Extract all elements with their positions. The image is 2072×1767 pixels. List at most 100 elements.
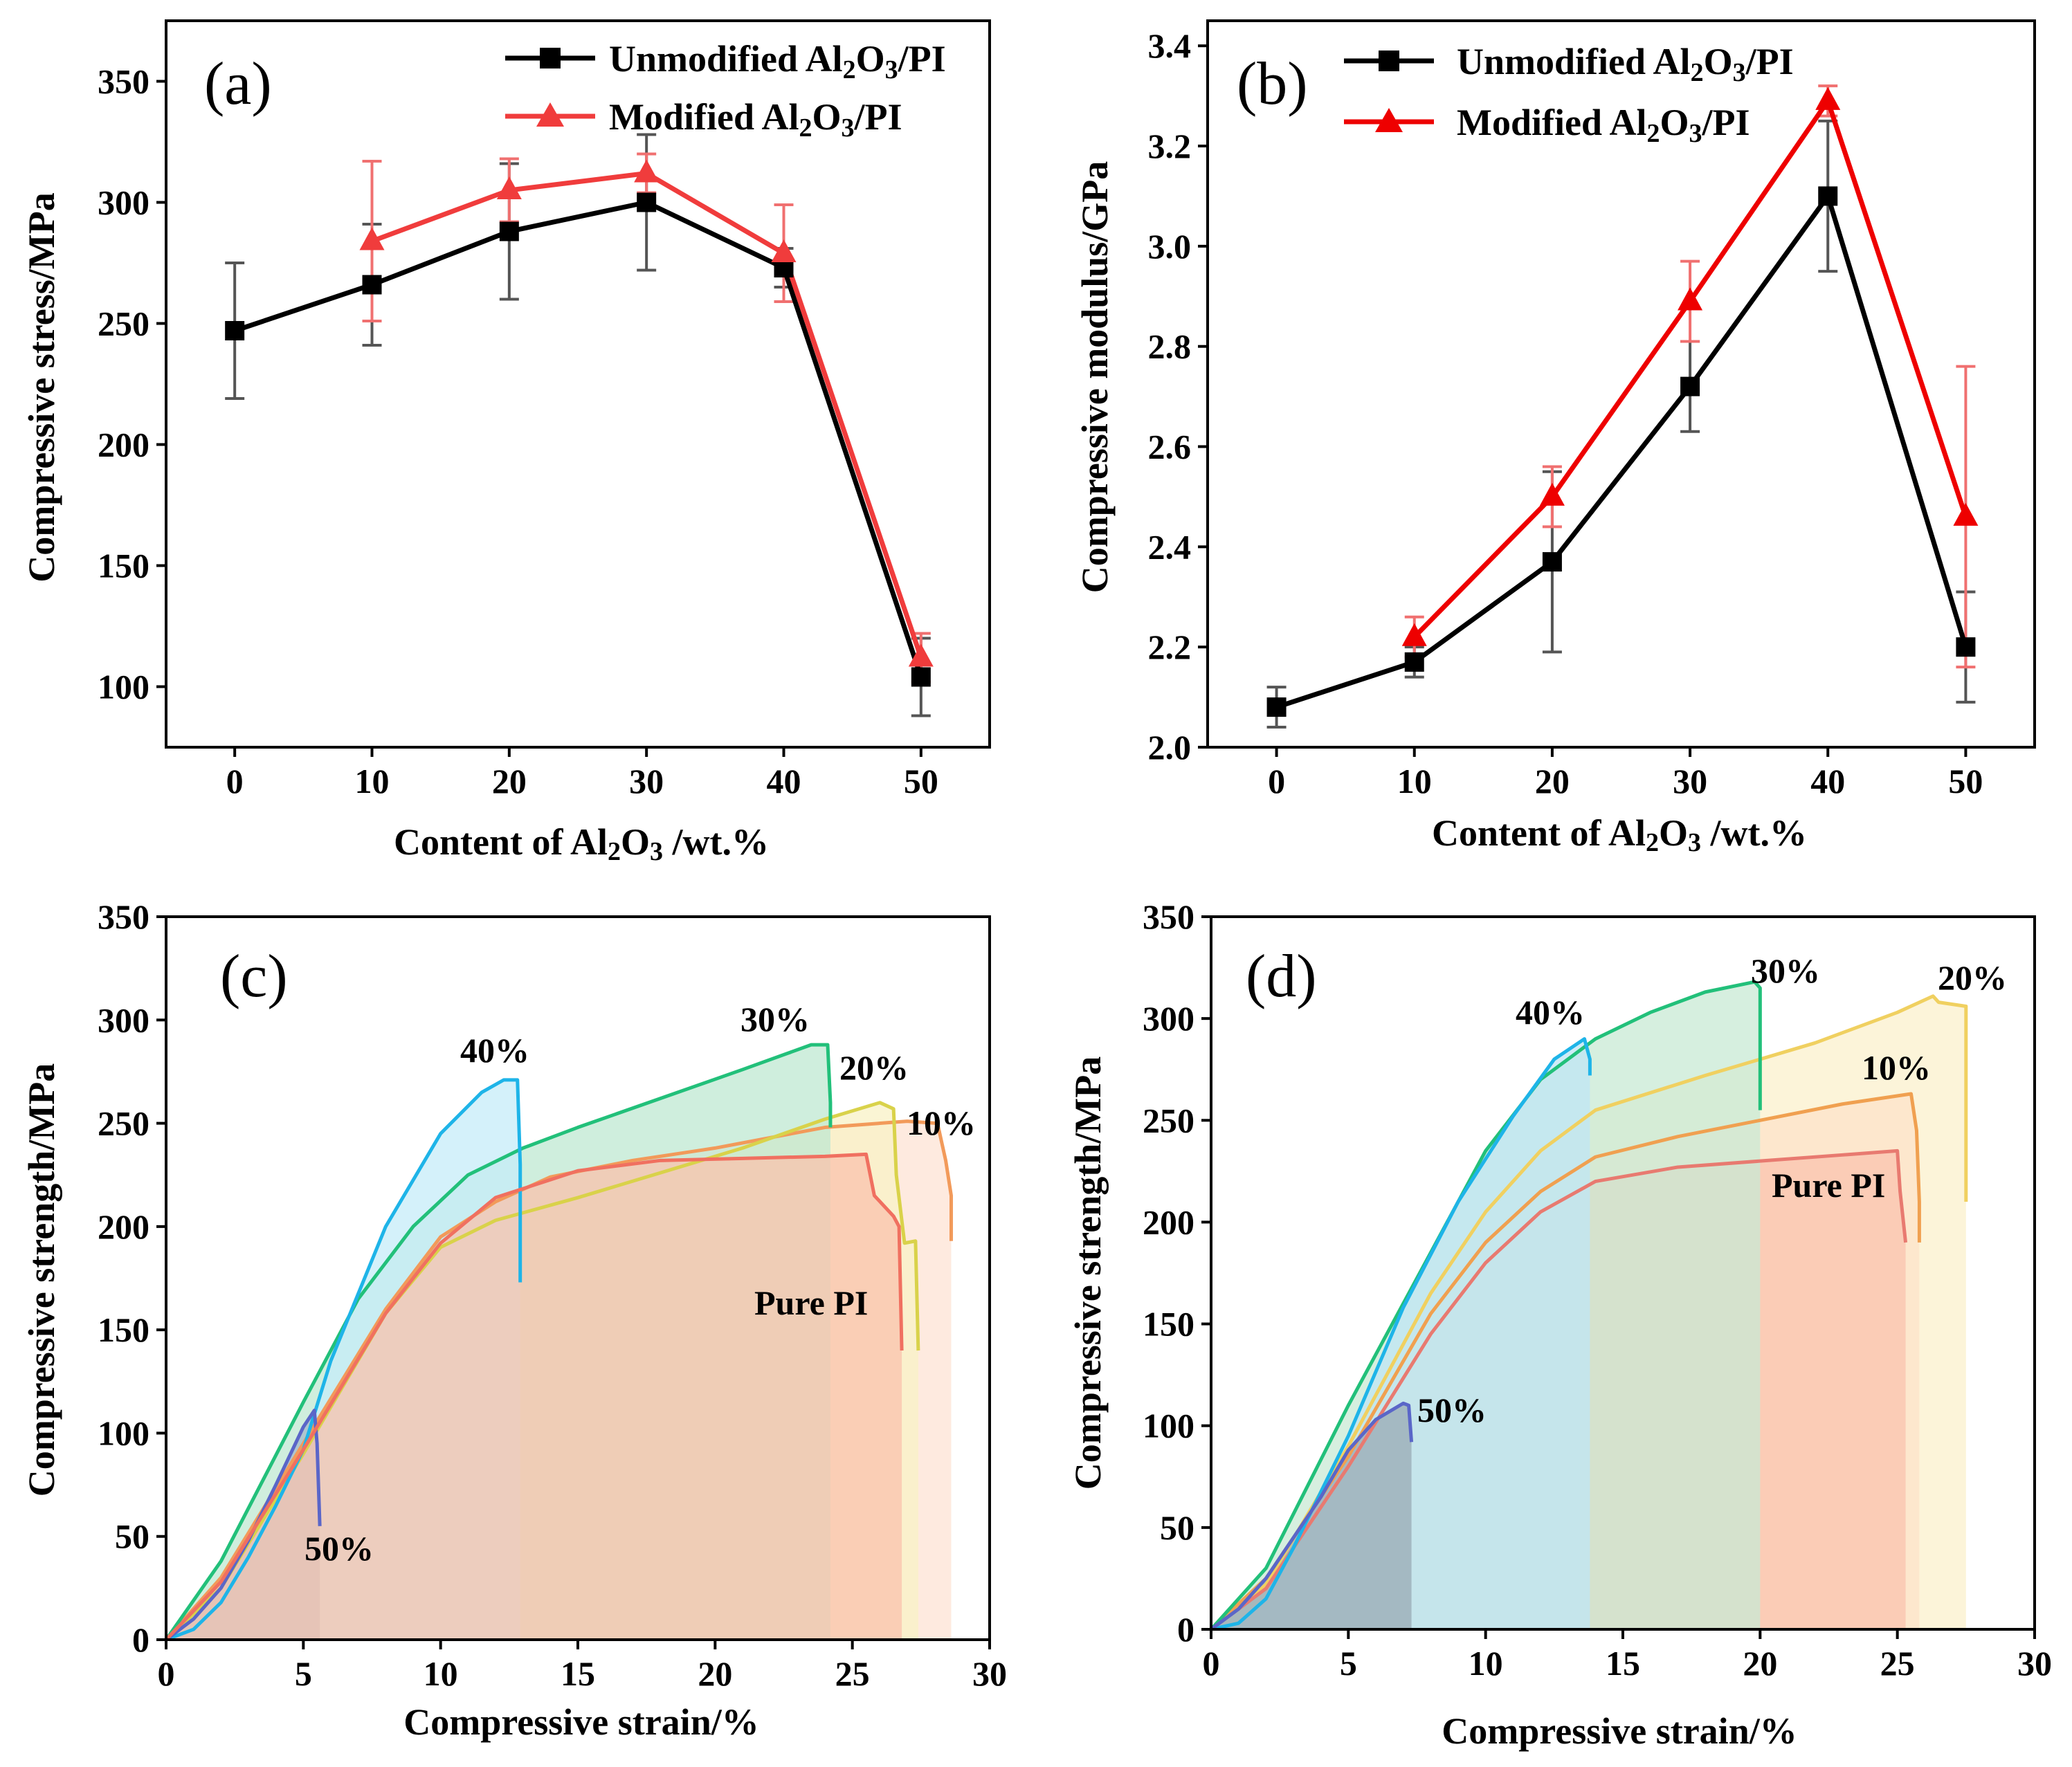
y-tick-label: 350 [98,897,149,936]
panel-d-areas [1211,982,1966,1629]
panel-c-areas [166,1045,952,1640]
curve-label: 50% [305,1529,374,1568]
data-point [1542,552,1562,572]
x-tick-label: 5 [1340,1644,1357,1683]
series-curve [1210,1148,1908,1631]
y-tick-label: 100 [1143,1407,1194,1445]
data-point [1404,652,1424,672]
data-point [634,159,660,183]
y-tick-label: 2.8 [1148,327,1192,366]
panel-b-lines [1275,98,1968,710]
y-tick-label: 50 [115,1517,149,1556]
data-point [911,667,931,687]
y-tick-label: 2.6 [1148,428,1192,466]
panel-b-legend-label-unmodified: Unmodified Al2O3/PI [1457,41,1794,87]
y-tick-label: 350 [1143,897,1194,936]
panel-c-curve-labels: 10% 20% 30% 40% 50% Pure PI [305,1000,976,1568]
data-point [1401,623,1427,646]
panel-a-lines [234,171,924,678]
x-tick-label: 25 [835,1654,870,1693]
series-curve [1210,1037,1592,1631]
panel-a-legend-label-modified: Modified Al2O3/PI [609,96,902,143]
x-tick-label: 50 [904,762,938,800]
series-line [234,200,924,678]
data-point [637,192,657,212]
series-curve [164,1043,833,1641]
x-tick-label: 30 [1673,762,1707,800]
y-tick-label: 0 [1177,1610,1194,1649]
y-tick-label: 300 [1143,999,1194,1038]
y-tick-label: 0 [132,1620,149,1659]
data-point [499,221,519,241]
series-curve [165,1152,904,1641]
y-tick-label: 3.0 [1148,227,1192,266]
y-tick-label: 350 [98,62,149,101]
data-point [359,227,385,250]
y-tick-label: 250 [98,304,149,343]
x-tick-label: 0 [158,1654,175,1693]
y-tick-label: 200 [1143,1202,1194,1241]
y-tick-label: 2.2 [1148,628,1192,666]
panel-d-curves [1210,980,1968,1631]
curve-label: 20% [839,1048,909,1087]
x-tick-label: 15 [561,1654,595,1693]
curve-label: 30% [740,1000,810,1038]
panel-b-legend-label-modified: Modified Al2O3/PI [1457,102,1750,148]
panel-c-curves [164,1043,953,1642]
y-tick-label: 300 [98,183,149,222]
panel-c-xlabel: Compressive strain/% [403,1701,758,1743]
y-tick-label: 100 [98,668,149,706]
panel-d-ylabel: Compressive strength/MPa [1067,1056,1109,1490]
panel-b-markers [1266,86,1979,717]
data-point [1678,287,1703,311]
series-line [1275,193,1968,710]
curve-label: 10% [907,1104,976,1142]
data-point [771,239,797,262]
data-point [1956,637,1976,657]
panel-a-legend-marker-modified [536,102,564,127]
panel-d-label: (d) [1246,943,1317,1010]
series-curve [1210,994,1968,1631]
panel-b-xlabel: Content of Al2O3 /wt.% [1432,812,1807,857]
x-tick-label: 25 [1880,1644,1915,1683]
series-curve [165,1409,322,1641]
y-tick-label: 300 [98,1000,149,1039]
data-point [362,275,382,295]
x-tick-label: 10 [355,762,390,800]
data-point [1680,376,1700,396]
panel-d-curve-labels: 20% 10% Pure PI 30% 40% 50% [1417,951,2007,1429]
panel-d-xlabel: Compressive strain/% [1442,1710,1797,1752]
panel-b-xticks: 0 10 20 30 40 50 [1268,747,1983,800]
y-tick-label: 2.0 [1148,728,1192,767]
x-tick-label: 10 [1469,1644,1503,1683]
data-point [225,321,245,340]
x-tick-label: 15 [1606,1644,1640,1683]
panel-a-legend: Unmodified Al2O3/PI Modified Al2O3/PI [505,38,946,143]
panel-c-xticks: 0 5 10 15 20 25 30 [158,1640,1007,1693]
curve-label: 40% [1516,993,1585,1032]
curve-label: 50% [1417,1391,1487,1429]
panel-b-frame [1206,19,2036,749]
x-tick-label: 40 [767,762,801,800]
curve-label: 40% [460,1031,529,1070]
panel-d-chart: 0 5 10 15 20 25 30 0 50 100 150 200 250 300 350 20% 10… [1067,897,2052,1752]
curve-label: 20% [1938,958,2007,997]
y-tick-label: 50 [1160,1508,1194,1547]
x-tick-label: 10 [424,1654,458,1693]
series-curve [165,1119,953,1641]
y-tick-label: 150 [98,1310,149,1349]
x-tick-label: 10 [1397,762,1432,800]
x-tick-label: 0 [226,762,244,800]
curve-label: 10% [1862,1048,1931,1087]
x-tick-label: 20 [1535,762,1570,800]
panel-c-chart: 0 5 10 15 20 25 30 0 50 100 150 200 250 300 350 10% 20… [21,897,1007,1743]
panel-a-legend-marker-unmodified [540,48,561,68]
panel-a-label: (a) [204,51,272,118]
panel-c-yticks: 0 50 100 150 200 250 300 350 [98,897,166,1659]
x-tick-label: 5 [295,1654,312,1693]
panel-a-errorbars [225,133,931,717]
data-point [1266,697,1287,717]
curve-label: 30% [1751,951,1820,990]
panel-b-ylabel: Compressive modulus/GPa [1074,161,1116,594]
